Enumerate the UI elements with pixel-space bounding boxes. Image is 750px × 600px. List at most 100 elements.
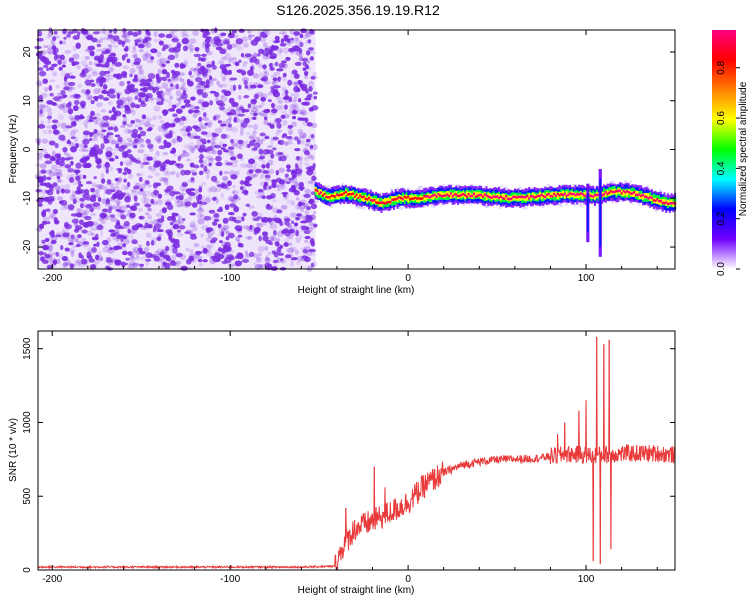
noise-speck <box>306 169 314 176</box>
noise-speck <box>78 105 86 110</box>
noise-speck <box>272 136 279 141</box>
noise-speck <box>213 36 220 43</box>
noise-speck <box>43 151 49 157</box>
noise-speck <box>243 180 250 186</box>
noise-speck <box>269 62 273 69</box>
noise-speck <box>163 171 172 176</box>
signal-halo <box>518 186 523 190</box>
noise-speck <box>219 106 225 111</box>
noise-speck <box>67 208 74 212</box>
noise-speck <box>116 219 120 225</box>
noise-speck <box>170 260 176 264</box>
noise-speck <box>279 42 287 47</box>
noise-speck <box>186 158 191 162</box>
noise-speck <box>67 231 71 237</box>
noise-speck <box>37 104 44 110</box>
noise-speck <box>281 134 285 139</box>
noise-speck <box>229 203 237 208</box>
signal-cell <box>551 195 554 198</box>
noise-speck <box>114 110 122 117</box>
noise-speck <box>54 172 62 177</box>
noise-speck <box>104 190 109 195</box>
signal-cell <box>458 194 461 198</box>
noise-speck <box>78 252 83 259</box>
noise-speck <box>55 251 60 257</box>
noise-speck <box>126 80 131 85</box>
noise-speck <box>170 238 177 244</box>
noise-speck <box>83 156 88 160</box>
noise-speck <box>179 153 183 159</box>
noise-speck <box>177 203 184 208</box>
signal-cell <box>558 194 561 197</box>
colorbar: 0.00.20.40.60.8 Normalized spectral ampl… <box>712 30 749 276</box>
noise-speck <box>290 260 294 267</box>
noise-speck <box>117 226 125 230</box>
noise-speck <box>143 153 149 158</box>
noise-speck <box>205 195 211 202</box>
noise-speck <box>301 225 307 231</box>
noise-speck <box>75 175 80 180</box>
noise-speck <box>198 116 203 122</box>
noise-speck <box>221 227 228 233</box>
noise-speck <box>238 59 242 63</box>
noise-speck <box>131 49 137 54</box>
noise-speck <box>285 141 293 145</box>
noise-speck <box>278 139 285 146</box>
noise-speck <box>197 100 203 104</box>
signal-cell <box>380 201 383 204</box>
noise-speck <box>120 184 128 191</box>
noise-speck <box>284 104 288 110</box>
noise-speck <box>131 158 138 163</box>
noise-speck <box>151 240 157 246</box>
noise-speck <box>107 44 113 48</box>
noise-speck <box>190 169 195 173</box>
noise-speck <box>150 198 155 205</box>
noise-speck <box>194 126 201 132</box>
noise-speck <box>196 213 204 220</box>
noise-speck <box>116 194 124 200</box>
noise-speck <box>159 166 166 172</box>
noise-speck <box>267 251 271 256</box>
noise-speck <box>112 35 120 42</box>
signal-cell <box>497 196 500 200</box>
noise-speck <box>114 56 120 61</box>
noise-speck <box>138 250 146 255</box>
noise-speck <box>274 217 282 224</box>
signal-cell <box>403 195 406 199</box>
noise-speck <box>177 217 181 222</box>
colorbar-tick-label: 0.4 <box>716 161 727 175</box>
noise-speck <box>213 115 220 121</box>
noise-speck <box>125 186 129 190</box>
signal-cell <box>485 194 488 197</box>
signal-halo <box>499 184 503 188</box>
noise-speck <box>184 144 191 149</box>
noise-speck <box>294 39 302 45</box>
noise-speck <box>50 212 56 219</box>
noise-speck <box>289 246 297 252</box>
noise-speck <box>290 37 294 41</box>
noise-speck <box>169 221 174 226</box>
noise-speck <box>48 169 53 173</box>
noise-speck <box>242 212 247 217</box>
signal-cell <box>355 193 358 196</box>
noise-speck <box>284 238 289 244</box>
noise-speck <box>176 136 183 143</box>
noise-speck <box>93 112 101 118</box>
noise-speck <box>277 252 285 256</box>
noise-speck <box>104 243 112 249</box>
noise-speck <box>206 243 211 248</box>
noise-speck <box>208 216 216 221</box>
noise-speck <box>239 106 244 111</box>
noise-speck <box>312 91 318 95</box>
noise-speck <box>110 114 117 121</box>
noise-speck <box>70 234 75 240</box>
noise-speck <box>90 146 96 151</box>
noise-speck <box>157 223 163 227</box>
noise-speck <box>264 174 271 179</box>
noise-speck <box>75 162 82 169</box>
noise-speck <box>51 45 57 51</box>
noise-speck <box>274 61 279 67</box>
noise-speck <box>265 162 270 169</box>
noise-speck <box>282 228 289 234</box>
noise-speck <box>200 233 204 238</box>
